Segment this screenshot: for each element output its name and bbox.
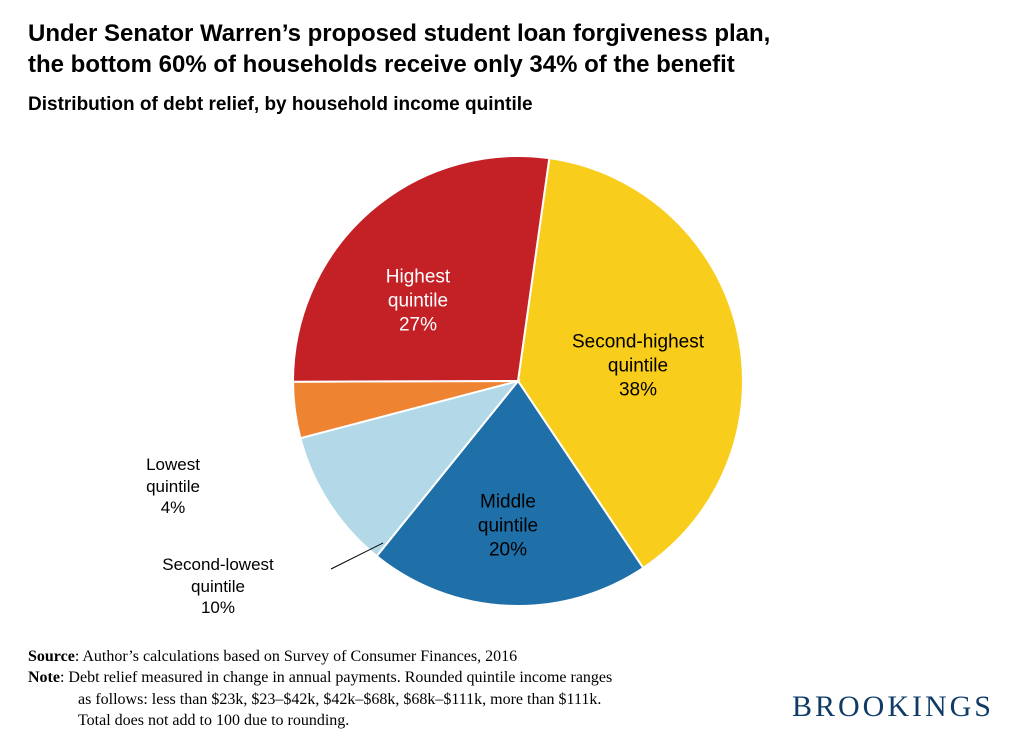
- slice-name: Second-highestquintile: [572, 331, 704, 379]
- slice-percent: 27%: [386, 313, 450, 337]
- note-label: Note: [28, 667, 60, 689]
- chart-footer: Source : Author’s calculations based on …: [28, 646, 748, 732]
- note-text-3: Total does not add to 100 due to roundin…: [28, 710, 349, 732]
- slice-name: Middlequintile: [478, 491, 538, 539]
- chart-area: Second-highestquintile 38% Middlequintil…: [28, 126, 996, 646]
- slice-label-highest: Highestquintile 27%: [386, 266, 450, 337]
- chart-subtitle: Distribution of debt relief, by househol…: [28, 94, 996, 116]
- slice-percent: 10%: [162, 597, 274, 618]
- slice-name: Second-lowestquintile: [162, 555, 274, 598]
- note-text-2: as follows: less than $23k, $23–$42k, $4…: [28, 689, 601, 711]
- slice-label-middle: Middlequintile 20%: [478, 491, 538, 562]
- chart-container: Under Senator Warren’s proposed student …: [0, 0, 1024, 752]
- slice-percent: 38%: [572, 378, 704, 402]
- slice-percent: 4%: [146, 497, 200, 518]
- title-line-2: the bottom 60% of households receive onl…: [28, 51, 735, 78]
- slice-label-lowest: Lowestquintile 4%: [146, 455, 200, 519]
- brookings-logo: BROOKINGS: [792, 690, 994, 724]
- chart-title: Under Senator Warren’s proposed student …: [28, 18, 996, 80]
- slice-percent: 20%: [478, 538, 538, 562]
- slice-name: Highestquintile: [386, 266, 450, 314]
- source-label: Source: [28, 646, 75, 668]
- note-text-1: : Debt relief measured in change in annu…: [60, 667, 612, 689]
- slice-name: Lowestquintile: [146, 455, 200, 498]
- slice-label-second-highest: Second-highestquintile 38%: [572, 331, 704, 402]
- title-line-1: Under Senator Warren’s proposed student …: [28, 20, 770, 47]
- source-text: : Author’s calculations based on Survey …: [75, 646, 517, 668]
- slice-label-second-lowest: Second-lowestquintile 10%: [162, 555, 274, 619]
